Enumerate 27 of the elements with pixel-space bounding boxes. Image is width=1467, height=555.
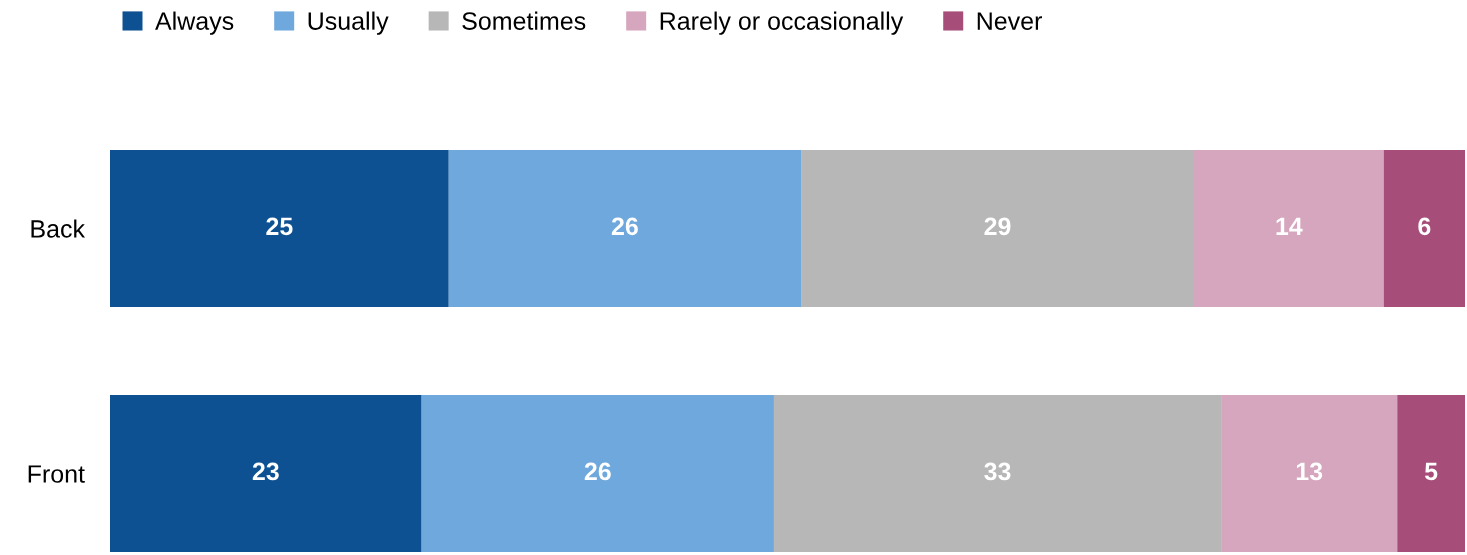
legend-label: Usually bbox=[308, 11, 389, 35]
legend-label: Always bbox=[155, 11, 234, 35]
legend-label: Rarely or occasionally bbox=[660, 11, 904, 35]
bar bbox=[1194, 150, 1384, 307]
bar bbox=[801, 150, 1194, 307]
y-tick-label: Front bbox=[28, 465, 85, 483]
data-label: 33 bbox=[984, 462, 1011, 481]
data-label: 26 bbox=[611, 217, 638, 236]
bar bbox=[1221, 395, 1398, 552]
bar bbox=[110, 150, 449, 307]
bar bbox=[110, 395, 422, 552]
bar bbox=[448, 150, 802, 307]
data-label: 26 bbox=[584, 462, 611, 481]
data-label: 13 bbox=[1296, 462, 1323, 481]
legend-label: Sometimes bbox=[462, 11, 586, 30]
data-label: 14 bbox=[1276, 217, 1303, 235]
bar bbox=[1397, 395, 1465, 552]
data-label: 25 bbox=[266, 217, 293, 236]
data-label: 23 bbox=[252, 462, 279, 481]
legend-label: Never bbox=[977, 12, 1042, 30]
bar bbox=[1383, 150, 1465, 307]
data-label: 5 bbox=[1424, 462, 1438, 481]
bar bbox=[773, 395, 1222, 552]
data-label: 6 bbox=[1418, 217, 1431, 236]
y-tick-label: Back bbox=[31, 219, 86, 238]
data-label: 29 bbox=[984, 217, 1011, 236]
bar bbox=[421, 395, 774, 552]
